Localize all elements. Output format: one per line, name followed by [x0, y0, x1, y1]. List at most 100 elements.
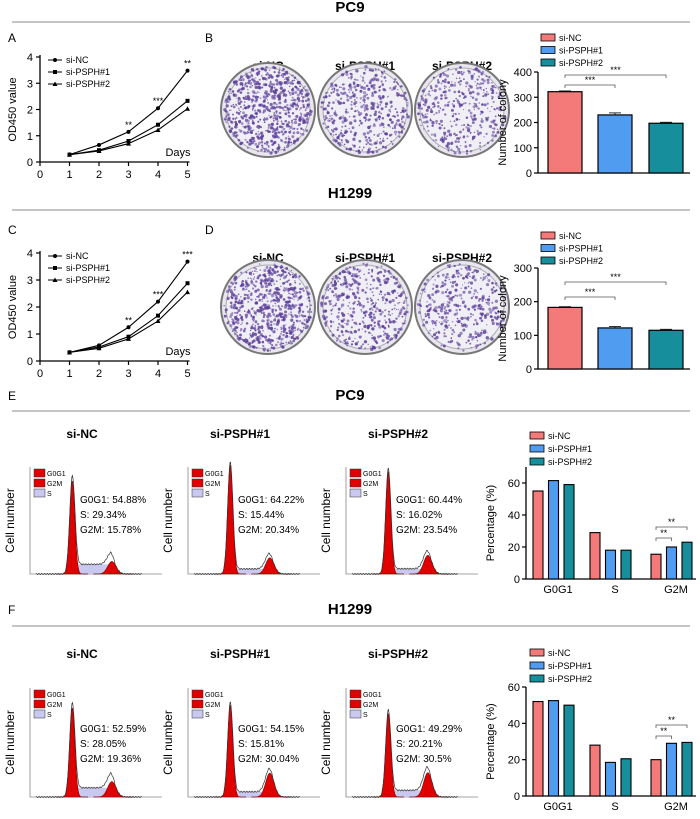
colony	[487, 278, 491, 283]
colony	[258, 70, 261, 73]
colony	[460, 316, 464, 321]
colony	[260, 66, 264, 71]
colony	[437, 290, 440, 293]
colony	[460, 323, 465, 327]
colony	[354, 78, 357, 81]
colony	[331, 114, 333, 117]
colony	[285, 331, 288, 335]
colony	[226, 297, 229, 301]
colony	[347, 330, 350, 333]
colony	[373, 90, 377, 94]
colony	[373, 123, 376, 126]
phase-percentage: S: 20.21%	[396, 739, 442, 750]
colony	[460, 72, 464, 76]
colony	[232, 105, 236, 109]
colony	[452, 83, 457, 87]
colony	[377, 103, 380, 106]
colony	[444, 104, 447, 107]
colony	[243, 125, 247, 129]
colony	[455, 271, 460, 275]
colony	[422, 99, 425, 102]
colony	[306, 290, 309, 294]
colony	[358, 335, 362, 339]
colony	[281, 106, 284, 110]
colony	[305, 286, 309, 290]
colony	[247, 127, 251, 131]
colony	[261, 300, 263, 303]
colony	[298, 319, 302, 323]
colony	[379, 283, 382, 287]
colony	[245, 85, 249, 88]
colony	[342, 101, 346, 105]
colony	[379, 104, 382, 106]
legend-label: si-NC	[559, 33, 582, 43]
colony	[380, 80, 383, 83]
colony	[370, 106, 372, 108]
colony	[396, 114, 399, 117]
colony	[481, 307, 485, 311]
colony	[476, 86, 480, 90]
colony	[479, 131, 482, 135]
colony	[371, 346, 374, 350]
colony	[493, 108, 496, 111]
colony	[326, 91, 329, 94]
colony	[234, 312, 236, 314]
colony	[444, 94, 447, 97]
colony	[235, 116, 238, 119]
colony	[266, 99, 269, 101]
colony	[276, 122, 279, 125]
data-point	[126, 139, 131, 143]
histogram-legend-label: G2M	[363, 481, 378, 488]
colony	[267, 282, 271, 287]
legend-swatch	[529, 674, 545, 683]
colony	[449, 281, 452, 284]
colony	[277, 301, 279, 303]
phase-percentage: G0G1: 49.29%	[396, 724, 462, 735]
phase-percentage: G0G1: 64.22%	[238, 495, 304, 506]
colony	[464, 101, 467, 105]
colony	[248, 142, 252, 146]
phase-percentage: S: 15.44%	[238, 510, 284, 521]
histogram-legend-label: S	[47, 491, 52, 498]
colony	[256, 276, 259, 280]
colony	[387, 269, 391, 273]
colony	[389, 314, 392, 316]
colony	[267, 338, 271, 342]
bar	[532, 490, 544, 580]
colony	[486, 277, 489, 279]
colony	[421, 89, 425, 93]
colony	[257, 325, 261, 329]
colony	[244, 313, 249, 317]
colony	[239, 329, 242, 332]
colony	[254, 332, 257, 335]
legend-label: si-NC	[66, 55, 89, 65]
colony	[333, 134, 335, 136]
colony	[252, 307, 254, 309]
colony	[381, 139, 385, 143]
colony	[246, 91, 250, 95]
colony	[329, 330, 332, 333]
colony	[435, 96, 439, 100]
colony	[372, 102, 376, 105]
colony	[435, 332, 437, 334]
colony	[263, 335, 268, 339]
colony	[301, 310, 305, 314]
colony	[289, 126, 293, 129]
colony	[444, 78, 447, 81]
colony	[486, 91, 488, 93]
colony	[353, 85, 357, 89]
colony	[452, 150, 455, 153]
colony	[368, 331, 371, 334]
colony	[448, 297, 452, 301]
colony	[257, 110, 259, 112]
colony	[470, 296, 473, 300]
colony	[232, 294, 236, 297]
colony	[269, 320, 273, 324]
colony	[441, 108, 445, 112]
colony	[386, 291, 390, 296]
colony	[476, 131, 480, 135]
colony	[368, 313, 371, 316]
colony	[420, 107, 423, 110]
y-axis-label: Number of colony	[497, 275, 509, 362]
colony	[422, 318, 425, 321]
